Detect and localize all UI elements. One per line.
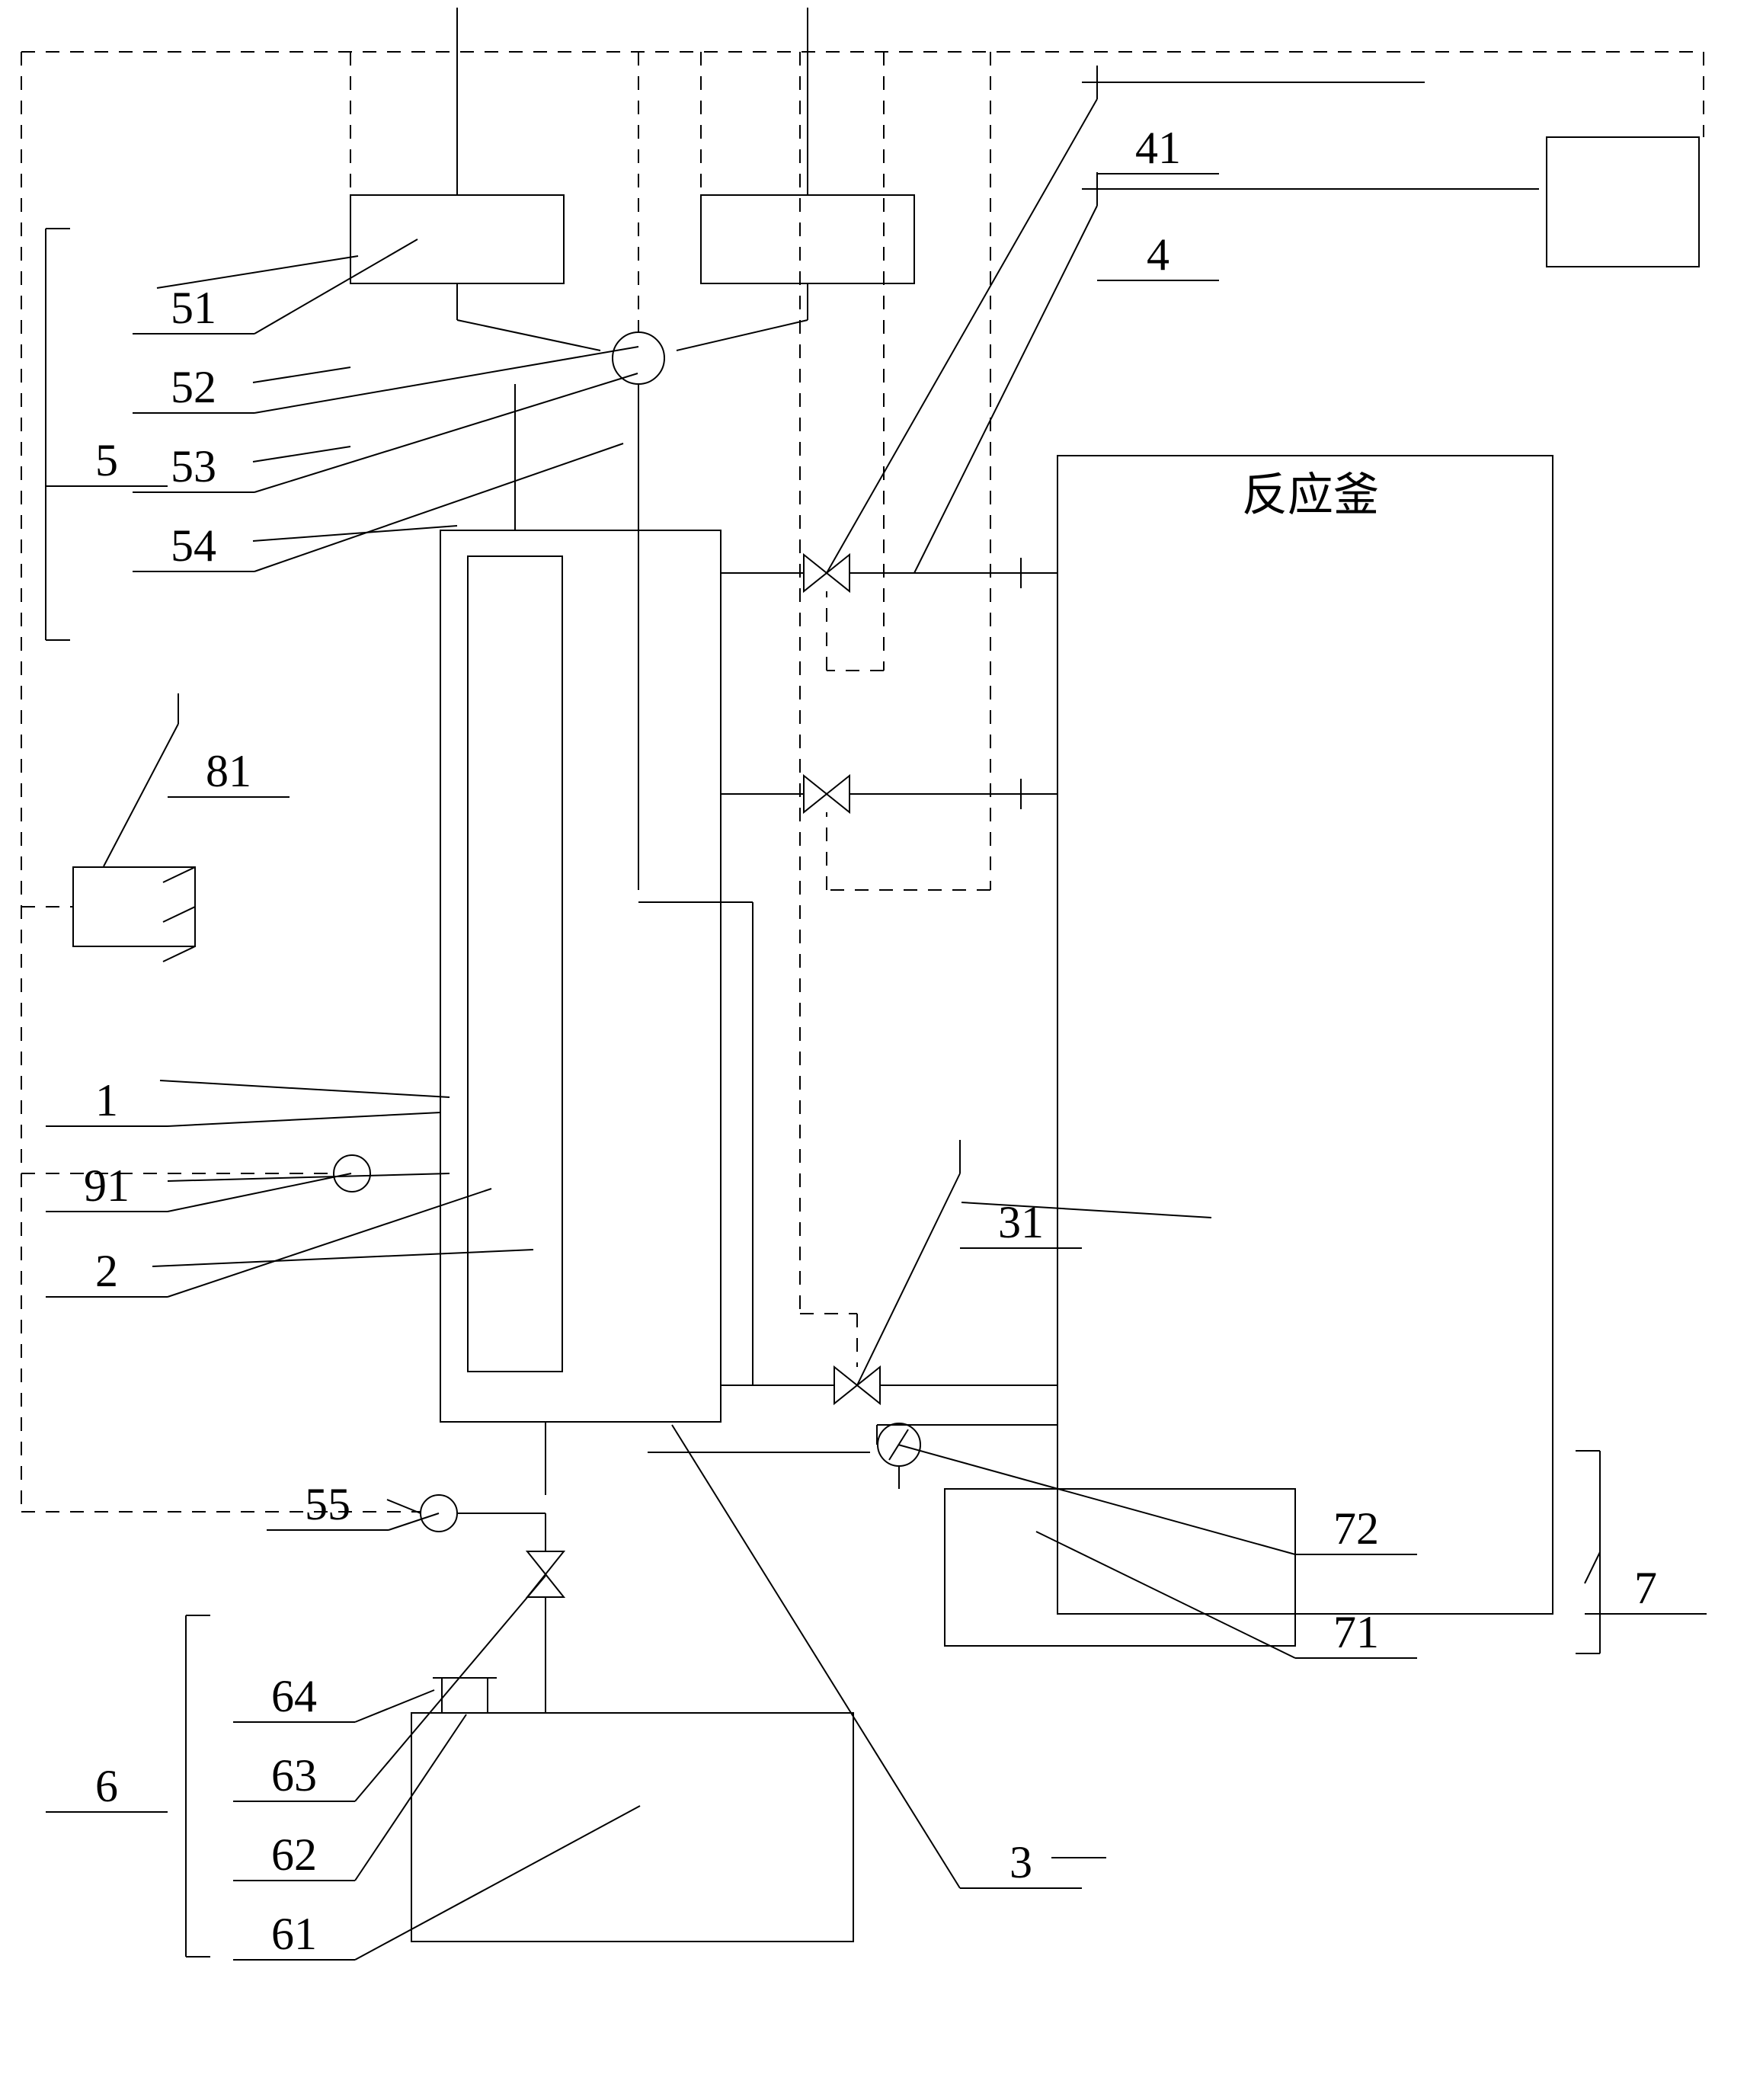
label-31: 31 bbox=[998, 1197, 1044, 1247]
leader-41 bbox=[827, 99, 1097, 573]
jacket-outer bbox=[440, 530, 721, 1422]
label-41: 41 bbox=[1135, 123, 1181, 173]
label-2: 2 bbox=[95, 1246, 118, 1296]
label-71: 71 bbox=[1333, 1607, 1379, 1657]
leader-54 bbox=[254, 443, 623, 571]
leader-53 bbox=[254, 373, 638, 492]
node-52 bbox=[613, 332, 664, 384]
leader-55 bbox=[389, 1513, 439, 1530]
label-81: 81 bbox=[206, 746, 251, 796]
label-53: 53 bbox=[171, 441, 216, 491]
label-64: 64 bbox=[271, 1671, 317, 1721]
leader-1 bbox=[168, 1112, 440, 1126]
box-81 bbox=[73, 867, 195, 946]
leader-61 bbox=[355, 1806, 640, 1960]
top-box-left bbox=[350, 195, 564, 283]
label-55: 55 bbox=[305, 1479, 350, 1529]
leader-4 bbox=[914, 206, 1097, 573]
label-6: 6 bbox=[95, 1761, 118, 1811]
sensor-91 bbox=[334, 1155, 370, 1192]
label-54: 54 bbox=[171, 520, 216, 571]
overflow-pool bbox=[945, 1489, 1295, 1646]
label-1: 1 bbox=[95, 1075, 118, 1125]
label-3: 3 bbox=[1009, 1837, 1032, 1887]
leader-64 bbox=[355, 1690, 434, 1722]
leader-72 bbox=[898, 1445, 1295, 1554]
leader-31 bbox=[857, 1173, 960, 1385]
label-62: 62 bbox=[271, 1829, 317, 1880]
leader-81 bbox=[104, 724, 178, 866]
leader-51 bbox=[254, 239, 418, 334]
controller-box bbox=[1547, 137, 1699, 267]
leader-3 bbox=[672, 1425, 960, 1888]
label-91: 91 bbox=[84, 1160, 130, 1211]
leader-52 bbox=[254, 347, 638, 413]
leader-63 bbox=[355, 1576, 546, 1801]
label-51: 51 bbox=[171, 283, 216, 333]
valve-mid bbox=[804, 776, 850, 812]
top-box-right bbox=[701, 195, 914, 283]
tank-hatch bbox=[442, 1678, 488, 1713]
bottom-tank bbox=[411, 1713, 853, 1942]
jacket-inner bbox=[468, 556, 562, 1372]
reactor-label: 反应釜 bbox=[1242, 470, 1379, 520]
leader-71 bbox=[1036, 1532, 1295, 1658]
label-61: 61 bbox=[271, 1909, 317, 1959]
label-7: 7 bbox=[1634, 1563, 1657, 1613]
label-72: 72 bbox=[1333, 1503, 1379, 1554]
label-5: 5 bbox=[95, 435, 118, 485]
label-63: 63 bbox=[271, 1750, 317, 1801]
leader-2 bbox=[168, 1189, 491, 1297]
label-4: 4 bbox=[1147, 229, 1169, 280]
label-52: 52 bbox=[171, 362, 216, 412]
reactor-vessel bbox=[1057, 456, 1553, 1614]
